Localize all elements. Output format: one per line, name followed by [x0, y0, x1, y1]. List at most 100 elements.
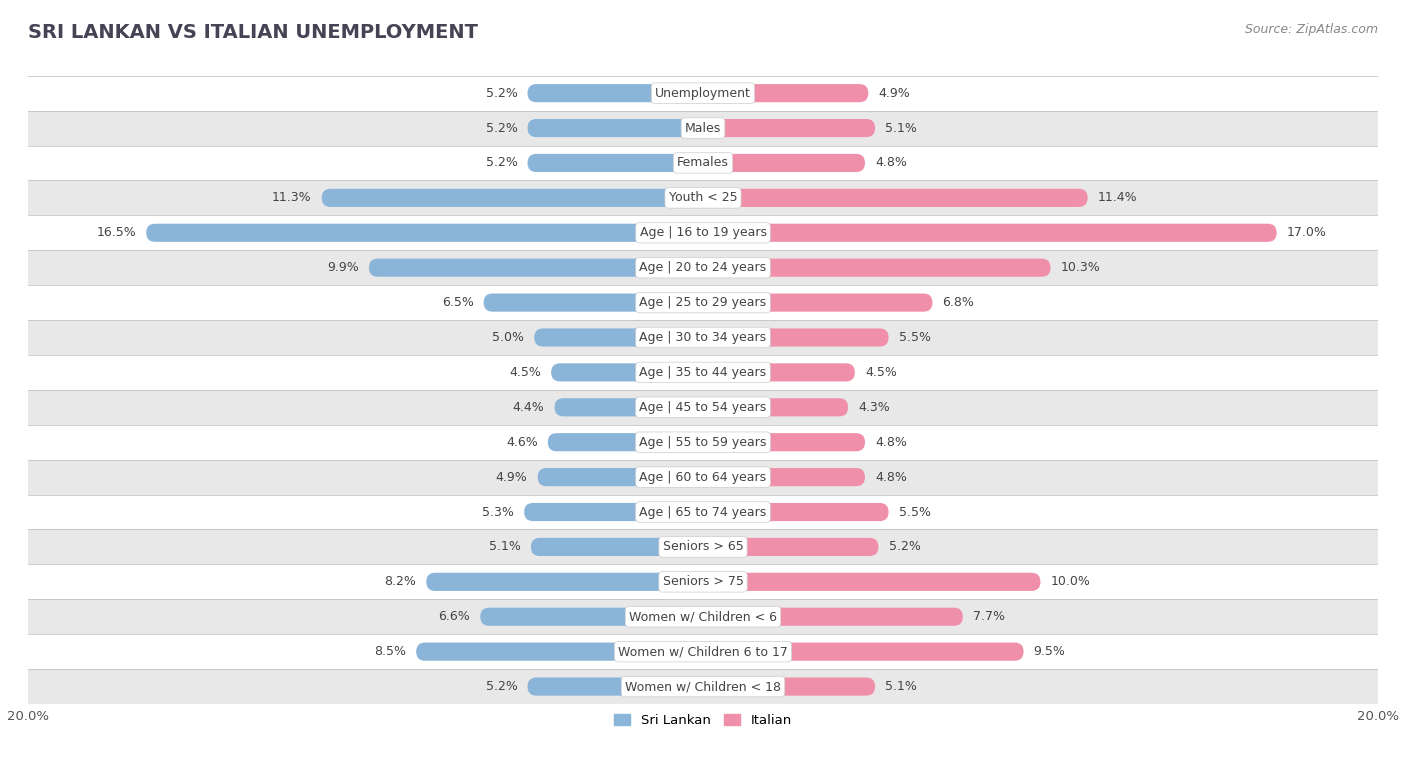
Text: 17.0%: 17.0% — [1286, 226, 1327, 239]
Text: 16.5%: 16.5% — [97, 226, 136, 239]
Text: 4.8%: 4.8% — [875, 157, 907, 170]
Bar — [28, 215, 1378, 251]
FancyBboxPatch shape — [481, 608, 703, 626]
Text: 6.6%: 6.6% — [439, 610, 470, 623]
FancyBboxPatch shape — [703, 538, 879, 556]
Text: Age | 45 to 54 years: Age | 45 to 54 years — [640, 400, 766, 414]
Text: 4.5%: 4.5% — [865, 366, 897, 379]
Text: 9.9%: 9.9% — [328, 261, 359, 274]
Bar — [28, 494, 1378, 529]
FancyBboxPatch shape — [531, 538, 703, 556]
Text: 5.1%: 5.1% — [886, 680, 917, 693]
FancyBboxPatch shape — [703, 329, 889, 347]
FancyBboxPatch shape — [703, 678, 875, 696]
Bar — [28, 251, 1378, 285]
Bar — [28, 669, 1378, 704]
Text: Females: Females — [678, 157, 728, 170]
Text: Age | 16 to 19 years: Age | 16 to 19 years — [640, 226, 766, 239]
Text: 11.3%: 11.3% — [271, 192, 312, 204]
Text: Unemployment: Unemployment — [655, 86, 751, 100]
Bar — [28, 565, 1378, 600]
Text: 5.1%: 5.1% — [489, 540, 520, 553]
FancyBboxPatch shape — [703, 119, 875, 137]
FancyBboxPatch shape — [426, 573, 703, 591]
Text: 5.1%: 5.1% — [886, 122, 917, 135]
Bar — [28, 390, 1378, 425]
FancyBboxPatch shape — [703, 573, 1040, 591]
FancyBboxPatch shape — [534, 329, 703, 347]
FancyBboxPatch shape — [484, 294, 703, 312]
Text: 7.7%: 7.7% — [973, 610, 1005, 623]
Text: Youth < 25: Youth < 25 — [669, 192, 737, 204]
Text: Seniors > 65: Seniors > 65 — [662, 540, 744, 553]
Bar — [28, 76, 1378, 111]
Text: Source: ZipAtlas.com: Source: ZipAtlas.com — [1244, 23, 1378, 36]
Bar — [28, 111, 1378, 145]
Text: Women w/ Children < 6: Women w/ Children < 6 — [628, 610, 778, 623]
Text: 10.0%: 10.0% — [1050, 575, 1091, 588]
Text: 5.2%: 5.2% — [485, 122, 517, 135]
FancyBboxPatch shape — [146, 224, 703, 241]
Text: Women w/ Children < 18: Women w/ Children < 18 — [626, 680, 780, 693]
Text: 5.2%: 5.2% — [485, 86, 517, 100]
Text: Women w/ Children 6 to 17: Women w/ Children 6 to 17 — [619, 645, 787, 658]
Text: 6.8%: 6.8% — [942, 296, 974, 309]
Text: Seniors > 75: Seniors > 75 — [662, 575, 744, 588]
FancyBboxPatch shape — [551, 363, 703, 382]
Bar — [28, 529, 1378, 565]
Text: Age | 60 to 64 years: Age | 60 to 64 years — [640, 471, 766, 484]
Text: 10.3%: 10.3% — [1060, 261, 1101, 274]
Text: 8.2%: 8.2% — [384, 575, 416, 588]
FancyBboxPatch shape — [554, 398, 703, 416]
Text: 5.2%: 5.2% — [485, 680, 517, 693]
Text: 4.8%: 4.8% — [875, 436, 907, 449]
Bar — [28, 320, 1378, 355]
Text: 5.3%: 5.3% — [482, 506, 515, 519]
Text: Age | 35 to 44 years: Age | 35 to 44 years — [640, 366, 766, 379]
Text: 4.6%: 4.6% — [506, 436, 537, 449]
FancyBboxPatch shape — [703, 608, 963, 626]
Bar — [28, 355, 1378, 390]
Bar — [28, 459, 1378, 494]
Text: 9.5%: 9.5% — [1033, 645, 1066, 658]
FancyBboxPatch shape — [703, 433, 865, 451]
FancyBboxPatch shape — [703, 84, 869, 102]
Text: 6.5%: 6.5% — [441, 296, 474, 309]
FancyBboxPatch shape — [527, 84, 703, 102]
Text: 4.4%: 4.4% — [513, 400, 544, 414]
FancyBboxPatch shape — [368, 259, 703, 277]
Text: SRI LANKAN VS ITALIAN UNEMPLOYMENT: SRI LANKAN VS ITALIAN UNEMPLOYMENT — [28, 23, 478, 42]
FancyBboxPatch shape — [703, 224, 1277, 241]
FancyBboxPatch shape — [703, 188, 1088, 207]
FancyBboxPatch shape — [524, 503, 703, 521]
Text: 5.0%: 5.0% — [492, 331, 524, 344]
FancyBboxPatch shape — [703, 643, 1024, 661]
FancyBboxPatch shape — [527, 678, 703, 696]
Text: Age | 65 to 74 years: Age | 65 to 74 years — [640, 506, 766, 519]
Text: Males: Males — [685, 122, 721, 135]
Bar — [28, 180, 1378, 215]
Bar — [28, 285, 1378, 320]
Bar — [28, 634, 1378, 669]
Text: Age | 55 to 59 years: Age | 55 to 59 years — [640, 436, 766, 449]
Bar — [28, 600, 1378, 634]
Text: 5.5%: 5.5% — [898, 331, 931, 344]
Text: 4.5%: 4.5% — [509, 366, 541, 379]
Text: 11.4%: 11.4% — [1098, 192, 1137, 204]
Text: 4.9%: 4.9% — [879, 86, 910, 100]
Legend: Sri Lankan, Italian: Sri Lankan, Italian — [609, 709, 797, 732]
FancyBboxPatch shape — [703, 363, 855, 382]
FancyBboxPatch shape — [537, 468, 703, 486]
FancyBboxPatch shape — [703, 503, 889, 521]
FancyBboxPatch shape — [703, 468, 865, 486]
FancyBboxPatch shape — [703, 398, 848, 416]
FancyBboxPatch shape — [548, 433, 703, 451]
Text: Age | 25 to 29 years: Age | 25 to 29 years — [640, 296, 766, 309]
Text: 4.8%: 4.8% — [875, 471, 907, 484]
Text: 5.5%: 5.5% — [898, 506, 931, 519]
FancyBboxPatch shape — [703, 294, 932, 312]
Bar — [28, 425, 1378, 459]
Text: 5.2%: 5.2% — [485, 157, 517, 170]
FancyBboxPatch shape — [322, 188, 703, 207]
FancyBboxPatch shape — [703, 154, 865, 172]
